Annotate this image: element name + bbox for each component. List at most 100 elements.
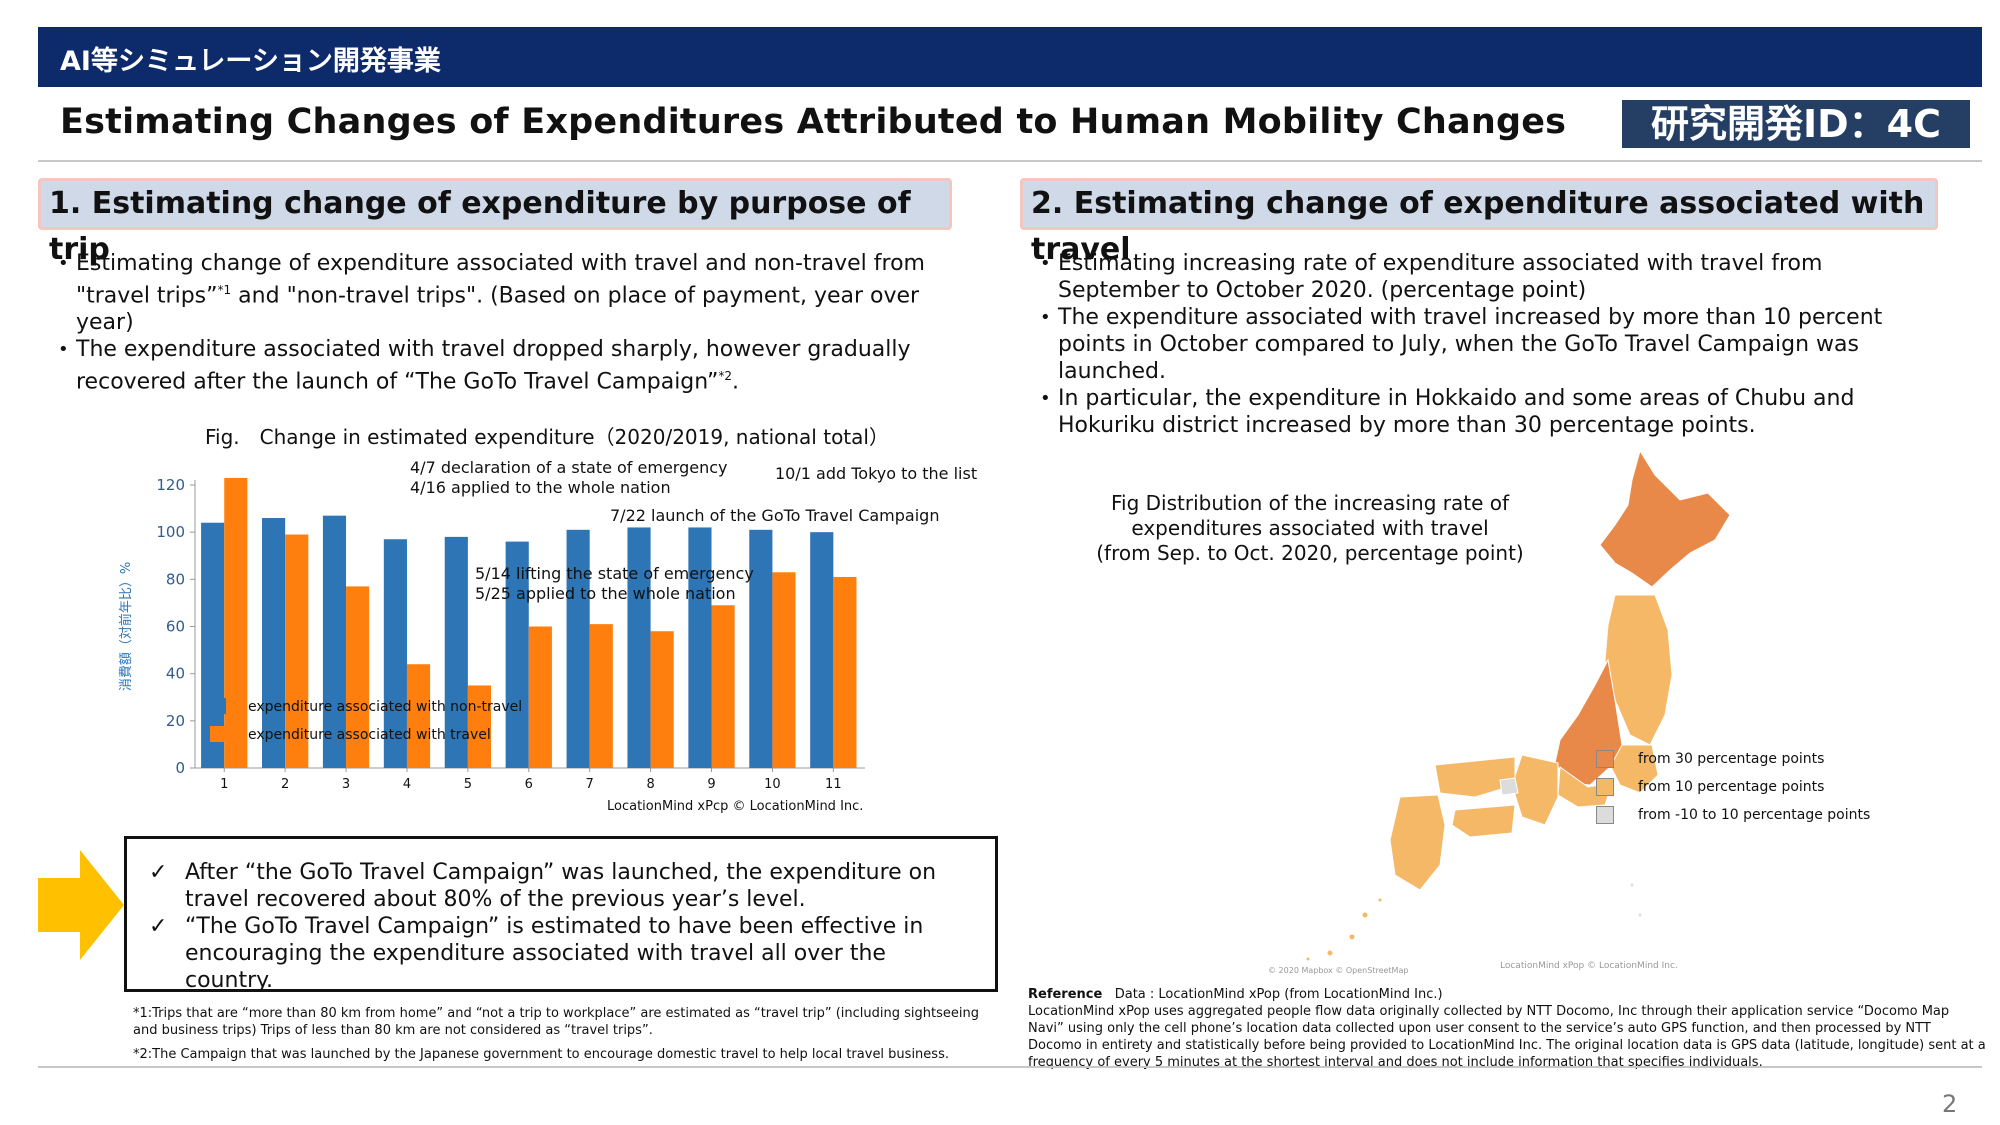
region-kinki bbox=[1511, 754, 1559, 826]
chart-annotation: 4/16 applied to the whole nation bbox=[410, 478, 671, 497]
section2-bullet-2: The expenditure associated with travel i… bbox=[1040, 304, 1940, 385]
x-tick-label: 5 bbox=[464, 777, 472, 792]
checkmark-icon: ✓ bbox=[149, 860, 168, 885]
section1-heading: 1. Estimating change of expenditure by p… bbox=[38, 178, 952, 267]
y-tick-label: 20 bbox=[166, 712, 185, 730]
reference-block: Reference Data : LocationMind xPop (from… bbox=[1028, 986, 1988, 1071]
island bbox=[1305, 956, 1311, 962]
bar-non-travel bbox=[810, 532, 834, 768]
right-arrow-icon bbox=[38, 850, 124, 960]
x-tick-label: 1 bbox=[220, 777, 228, 792]
section2-heading: 2. Estimating change of expenditure asso… bbox=[1020, 178, 1938, 267]
bar-travel bbox=[772, 572, 796, 768]
research-id-badge: 研究開発ID：4C bbox=[1622, 100, 1970, 148]
footnote-2: *2:The Campaign that was launched by the… bbox=[133, 1047, 949, 1062]
bar-non-travel bbox=[322, 515, 347, 768]
section1-bullets: Estimating change of expenditure associa… bbox=[58, 250, 938, 396]
footnote-1: *1:Trips that are “more than 80 km from … bbox=[133, 1006, 979, 1038]
bar-travel bbox=[346, 586, 370, 768]
map-credit-locationmind: LocationMind xPop © LocationMind Inc. bbox=[1500, 961, 1678, 971]
legend-label: expenditure associated with travel bbox=[248, 727, 491, 743]
bar-travel bbox=[650, 631, 674, 768]
y-tick-label: 120 bbox=[156, 476, 185, 494]
reference-label: Reference bbox=[1028, 987, 1103, 1002]
island bbox=[1377, 897, 1383, 903]
bar-travel bbox=[467, 685, 492, 768]
x-tick-label: 3 bbox=[342, 777, 350, 792]
chart-annotation: 4/7 declaration of a state of emergency bbox=[410, 458, 728, 477]
chart-annotation: 7/22 launch of the GoTo Travel Campaign bbox=[610, 506, 939, 525]
y-tick-label: 40 bbox=[166, 665, 185, 683]
footnotes: *1:Trips that are “more than 80 km from … bbox=[133, 1005, 1003, 1063]
y-axis-label: 消費額（対前年比）% bbox=[118, 562, 134, 691]
legend-label: expenditure associated with non-travel bbox=[248, 699, 522, 715]
page-number: 2 bbox=[1942, 1090, 1958, 1118]
x-tick-label: 4 bbox=[403, 777, 411, 792]
bar-non-travel bbox=[505, 541, 529, 768]
footer-divider bbox=[38, 1066, 1982, 1068]
bar-non-travel bbox=[262, 518, 286, 768]
bar-non-travel bbox=[688, 527, 712, 768]
bar-non-travel bbox=[566, 529, 590, 768]
y-tick-label: 80 bbox=[166, 570, 185, 588]
region-grey bbox=[1499, 777, 1519, 796]
chart-annotation: 5/14 lifting the state of emergency bbox=[475, 564, 754, 583]
map-credit-mapbox: © 2020 Mapbox © OpenStreetMap bbox=[1268, 966, 1409, 975]
legend-swatch bbox=[210, 726, 226, 742]
region-hokkaido bbox=[1599, 449, 1731, 588]
summary-point-1: ✓ After “the GoTo Travel Campaign” was la… bbox=[149, 860, 937, 912]
map-legend: from 30 percentage points from 10 percen… bbox=[1596, 750, 1870, 834]
summary-point-2: ✓ “The GoTo Travel Campaign” is estimated… bbox=[149, 914, 924, 993]
map-caption: Fig Distribution of the increasing rate … bbox=[1096, 491, 1524, 565]
bar-travel bbox=[711, 605, 735, 768]
y-tick-label: 0 bbox=[175, 759, 185, 777]
bar-non-travel bbox=[627, 527, 651, 768]
legend-item-low: from -10 to 10 percentage points bbox=[1596, 806, 1870, 834]
legend-item-mid: from 10 percentage points bbox=[1596, 778, 1870, 806]
reference-data-source: Data : LocationMind xPop (from LocationM… bbox=[1114, 987, 1443, 1002]
bar-travel bbox=[589, 624, 613, 768]
legend-swatch-low bbox=[1596, 806, 1614, 824]
checkmark-icon: ✓ bbox=[149, 914, 168, 939]
bar-non-travel bbox=[444, 536, 468, 768]
x-tick-label: 2 bbox=[281, 777, 289, 792]
bar-non-travel bbox=[749, 529, 773, 768]
x-tick-label: 8 bbox=[646, 777, 654, 792]
legend-item-high: from 30 percentage points bbox=[1596, 750, 1870, 778]
x-tick-label: 6 bbox=[525, 777, 533, 792]
bar-non-travel bbox=[383, 539, 407, 768]
bar-travel bbox=[285, 534, 309, 768]
island bbox=[1326, 949, 1334, 957]
region-kyushu bbox=[1389, 794, 1446, 891]
legend-swatch-mid bbox=[1596, 778, 1614, 796]
island bbox=[1348, 933, 1356, 941]
island bbox=[1629, 882, 1635, 888]
y-tick-label: 100 bbox=[156, 523, 185, 541]
section1-bullet-2: The expenditure associated with travel d… bbox=[58, 336, 938, 395]
chart-credit: LocationMind xPcp © LocationMind Inc. bbox=[607, 799, 863, 814]
bar-travel bbox=[406, 664, 431, 768]
chart-annotation: 10/1 add Tokyo to the list bbox=[775, 464, 977, 483]
expenditure-bar-chart: 0 20 40 60 80 100 120 消費額（対前年比）% 1 2 3 4 5 6 7 8 9 10 11 ex… bbox=[118, 458, 977, 814]
y-tick-label: 60 bbox=[166, 618, 185, 636]
section2-bullets: Estimating increasing rate of expenditur… bbox=[1040, 250, 1940, 439]
region-chugoku bbox=[1434, 756, 1516, 798]
bar-travel bbox=[224, 477, 248, 768]
program-banner: AI等シミュレーション開発事業 bbox=[38, 27, 1982, 87]
island bbox=[1361, 911, 1369, 919]
japan-choropleth-map bbox=[1305, 449, 1731, 962]
legend-swatch bbox=[210, 698, 226, 714]
x-tick-label: 11 bbox=[825, 777, 842, 792]
section1-bullet-1: Estimating change of expenditure associa… bbox=[58, 250, 938, 336]
bar-travel bbox=[833, 576, 857, 768]
header-divider bbox=[38, 160, 1982, 162]
page-title: Estimating Changes of Expenditures Attri… bbox=[60, 102, 1567, 142]
region-shikoku bbox=[1451, 804, 1516, 838]
program-name: AI等シミュレーション開発事業 bbox=[60, 46, 441, 77]
x-tick-label: 7 bbox=[586, 777, 594, 792]
chart-annotation: 5/25 applied to the whole nation bbox=[475, 584, 736, 603]
x-tick-label: 10 bbox=[764, 777, 781, 792]
figure-caption: Fig. Change in estimated expenditure（202… bbox=[205, 425, 889, 449]
legend-swatch-high bbox=[1596, 750, 1614, 768]
island bbox=[1637, 912, 1643, 918]
